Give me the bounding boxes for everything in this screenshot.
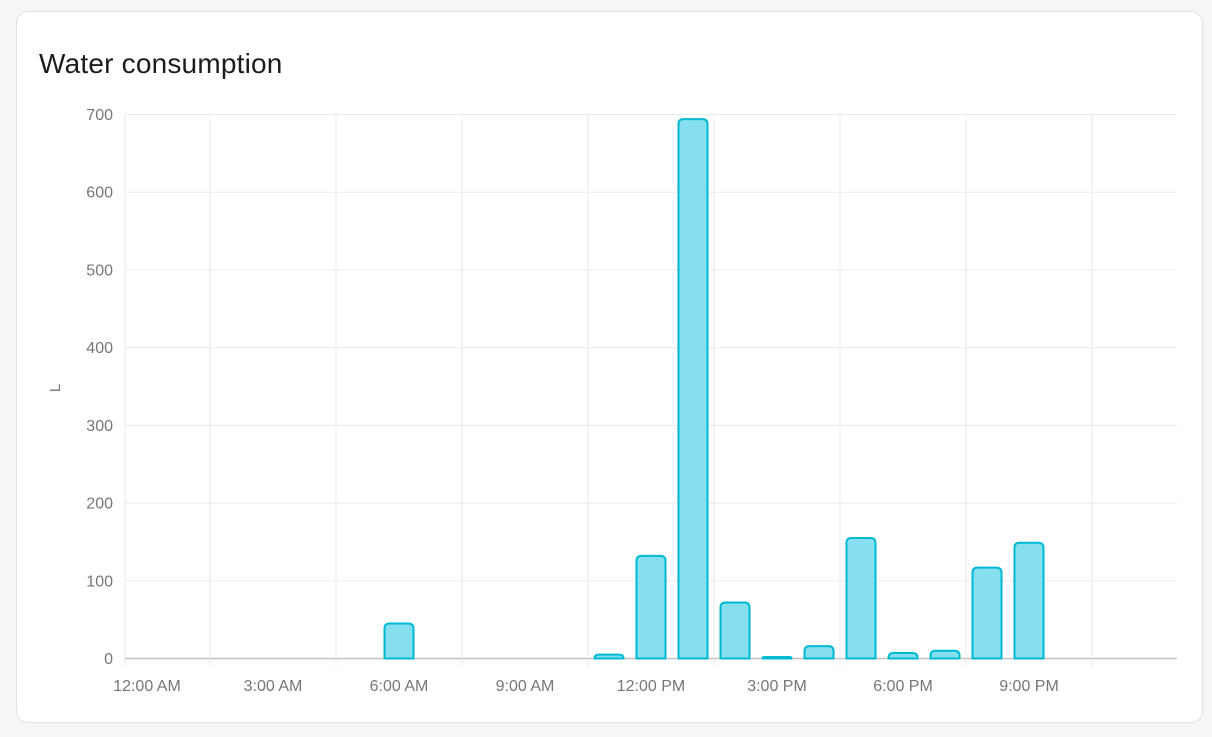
x-axis-label-3-00-pm: 3:00 PM: [747, 678, 807, 695]
bar-2-00-pm[interactable]: [719, 601, 751, 660]
y-axis-label-100: 100: [86, 573, 113, 590]
bar-1-00-pm[interactable]: [677, 118, 709, 660]
bar-4-00-pm[interactable]: [803, 645, 835, 660]
bar-11-00-am[interactable]: [593, 653, 625, 660]
water-consumption-chart: 0 100 200 300 400 500 600 700 12:00 AM 3:00 AM 6:0…: [47, 107, 1177, 695]
bar-9-00-pm[interactable]: [1013, 541, 1045, 660]
x-axis-label-9-00-am: 9:00 AM: [496, 678, 555, 695]
water-consumption-card: Water consumption 0 100 200 300 400 500 600 700…: [16, 11, 1203, 723]
x-axis-label-9-00-pm: 9:00 PM: [999, 678, 1059, 695]
y-axis-label-500: 500: [86, 262, 113, 279]
bar-6-00-am[interactable]: [383, 622, 415, 660]
chart-title: Water consumption: [39, 48, 283, 79]
y-axis-label-200: 200: [86, 496, 113, 513]
bar-5-00-pm[interactable]: [845, 537, 877, 660]
y-axis-label-400: 400: [86, 340, 113, 357]
x-axis-label-3-00-am: 3:00 AM: [244, 678, 303, 695]
y-axis-label-0: 0: [104, 651, 113, 668]
x-axis-label-6-00-pm: 6:00 PM: [873, 678, 933, 695]
y-axis-label-300: 300: [86, 418, 113, 435]
bar-3-00-pm[interactable]: [761, 655, 793, 660]
bar-6-00-pm[interactable]: [887, 652, 919, 660]
x-axis-label-12-00-am: 12:00 AM: [113, 678, 181, 695]
x-axis-label-6-00-am: 6:00 AM: [370, 678, 429, 695]
y-axis-label-700: 700: [86, 107, 113, 124]
y-axis-unit-label: L: [47, 384, 64, 392]
bar-7-00-pm[interactable]: [929, 649, 961, 660]
y-axis-label-600: 600: [86, 185, 113, 202]
bar-8-00-pm[interactable]: [971, 566, 1003, 660]
x-axis-label-12-00-pm: 12:00 PM: [617, 678, 685, 695]
bar-12-00-pm[interactable]: [635, 554, 667, 660]
